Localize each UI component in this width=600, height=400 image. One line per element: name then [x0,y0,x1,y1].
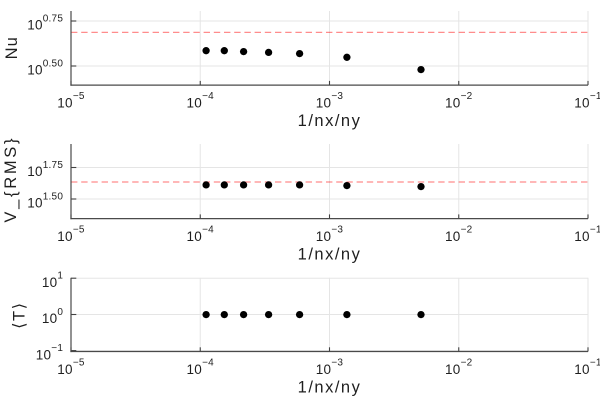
svg-text:1/nx/ny: 1/nx/ny [298,379,362,397]
svg-text:⟨T⟩: ⟨T⟩ [11,301,29,328]
svg-text:V_{RMS}: V_{RMS} [2,136,20,223]
svg-text:1/nx/ny: 1/nx/ny [298,112,362,130]
svg-text:Nu: Nu [3,36,21,59]
svg-text:1/nx/ny: 1/nx/ny [298,246,362,264]
